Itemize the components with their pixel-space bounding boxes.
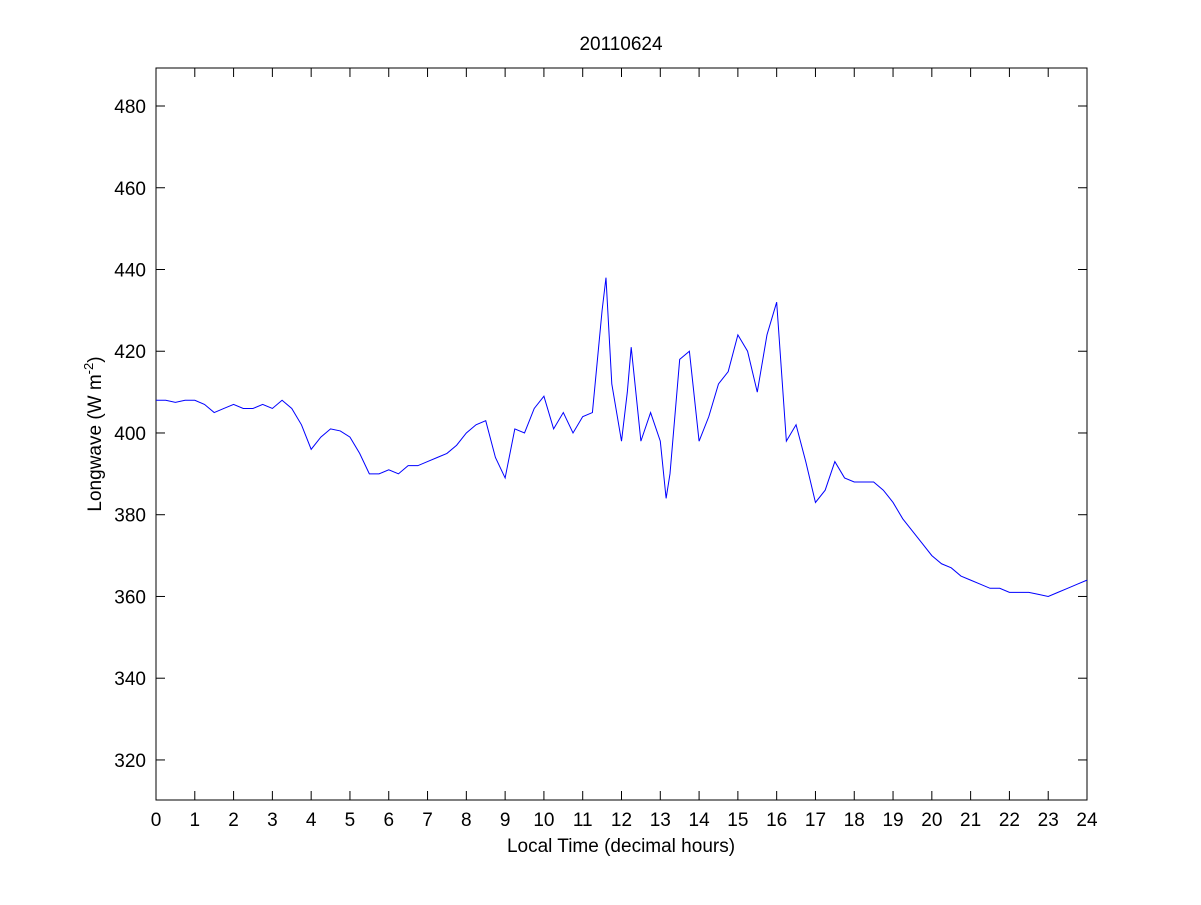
x-tick-label: 23 — [1038, 810, 1059, 831]
plot-box — [155, 67, 1088, 801]
x-tick-label: 3 — [267, 810, 278, 831]
y-axis-label: Longwave (W m-2) — [81, 356, 106, 511]
y-tick-label: 460 — [114, 179, 146, 200]
x-tick-label: 14 — [689, 810, 711, 831]
x-tick-label: 10 — [533, 810, 554, 831]
y-tick-label: 440 — [114, 260, 146, 281]
x-tick-label: 0 — [151, 810, 162, 831]
x-tick-label: 11 — [573, 810, 593, 831]
x-tick-label: 13 — [650, 810, 671, 831]
data-line — [156, 277, 1088, 597]
x-tick-label: 6 — [383, 810, 394, 831]
x-tick-label: 1 — [190, 810, 201, 831]
y-tick-label: 420 — [114, 342, 146, 363]
y-tick-label: 360 — [114, 587, 146, 608]
x-tick-label: 24 — [1076, 810, 1098, 831]
x-tick-label: 8 — [461, 810, 472, 831]
y-label-superscript: -2 — [81, 363, 96, 375]
y-tick-label: 380 — [114, 506, 146, 527]
y-tick-label: 400 — [114, 424, 146, 445]
x-tick-label: 20 — [921, 810, 942, 831]
x-tick-label: 16 — [766, 810, 787, 831]
x-tick-label: 7 — [422, 810, 433, 831]
x-tick-label: 19 — [882, 810, 903, 831]
x-tick-label: 2 — [228, 810, 239, 831]
x-tick-label: 21 — [960, 810, 981, 831]
y-label-text: Longwave (W m — [85, 374, 106, 511]
x-tick-label: 4 — [306, 810, 317, 831]
y-tick-label: 320 — [114, 751, 146, 772]
chart-title: 20110624 — [579, 34, 663, 55]
y-label-suffix: ) — [85, 356, 106, 362]
x-tick-label: 17 — [805, 810, 826, 831]
y-tick-label: 480 — [114, 97, 146, 118]
x-tick-label: 15 — [727, 810, 748, 831]
x-tick-label: 18 — [844, 810, 865, 831]
x-tick-label: 5 — [345, 810, 356, 831]
x-tick-label: 12 — [611, 810, 632, 831]
x-tick-label: 22 — [999, 810, 1020, 831]
x-tick-label: 9 — [500, 810, 511, 831]
y-tick-label: 340 — [114, 669, 146, 690]
x-axis-label: Local Time (decimal hours) — [507, 836, 735, 857]
